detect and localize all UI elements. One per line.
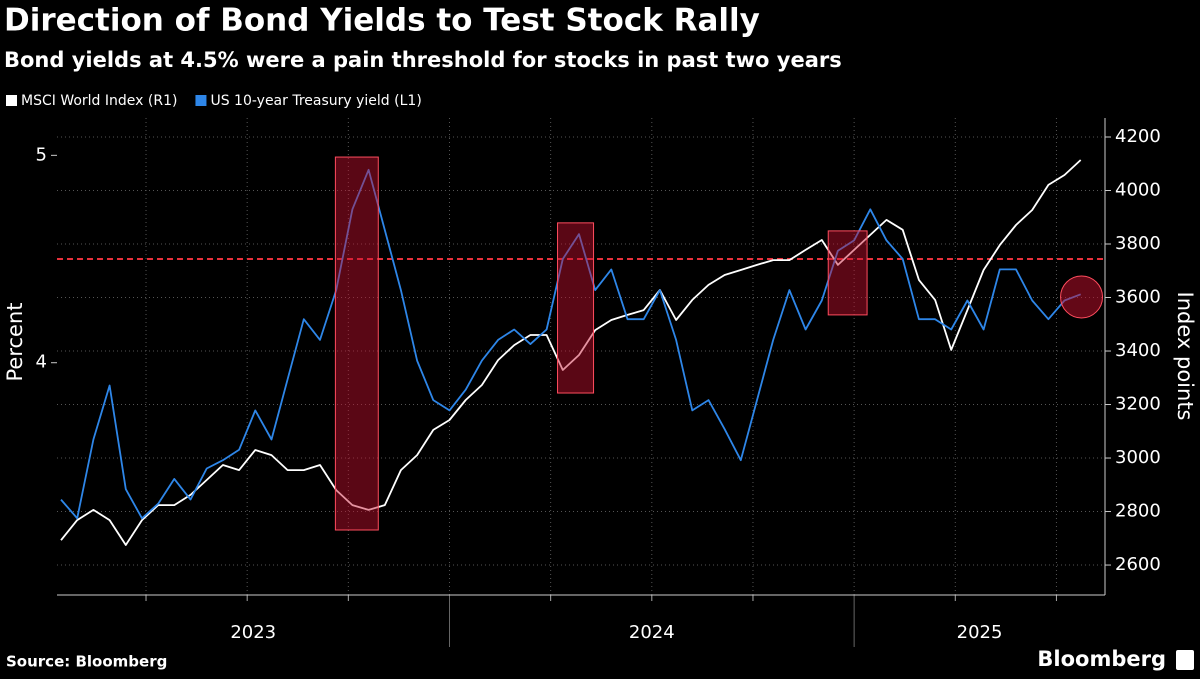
y2-axis-label: Index points (1173, 292, 1197, 421)
x-tick-label: 2023 (230, 622, 276, 643)
y2-tick-label: 2800 (1115, 501, 1161, 522)
highlight-box (827, 230, 868, 316)
y2-tick-label: 3600 (1115, 287, 1161, 308)
y2-tick-label: 3400 (1115, 340, 1161, 361)
brand: Bloomberg (1037, 647, 1166, 671)
y2-tick-label: 3200 (1115, 394, 1161, 415)
y2-tick-label: 4200 (1115, 126, 1161, 147)
x-tick-label: 2024 (629, 622, 675, 643)
y-tick-label: 4 (36, 352, 47, 373)
legend-label: MSCI World Index (R1) (21, 93, 177, 109)
y2-tick-label: 4000 (1115, 179, 1161, 200)
y2-tick-label: 2600 (1115, 554, 1161, 575)
series-line (60, 159, 1082, 546)
series-line (60, 168, 1082, 520)
highlight-box (557, 222, 595, 394)
y-tick-label: 5 (36, 144, 47, 165)
y-axis-label: Percent (3, 302, 27, 381)
x-tick-label: 2025 (957, 622, 1003, 643)
brand-icon (1176, 650, 1194, 670)
chart-title: Direction of Bond Yields to Test Stock R… (4, 3, 760, 39)
legend-label: US 10-year Treasury yield (L1) (210, 93, 421, 109)
legend-swatch (6, 95, 17, 106)
highlight-box (334, 156, 379, 531)
source: Source: Bloomberg (6, 653, 167, 671)
y2-tick-label: 3800 (1115, 233, 1161, 254)
y2-tick-label: 3000 (1115, 447, 1161, 468)
highlight-circle (1060, 275, 1104, 319)
legend-swatch (195, 95, 207, 106)
chart-subtitle: Bond yields at 4.5% were a pain threshol… (4, 48, 842, 72)
